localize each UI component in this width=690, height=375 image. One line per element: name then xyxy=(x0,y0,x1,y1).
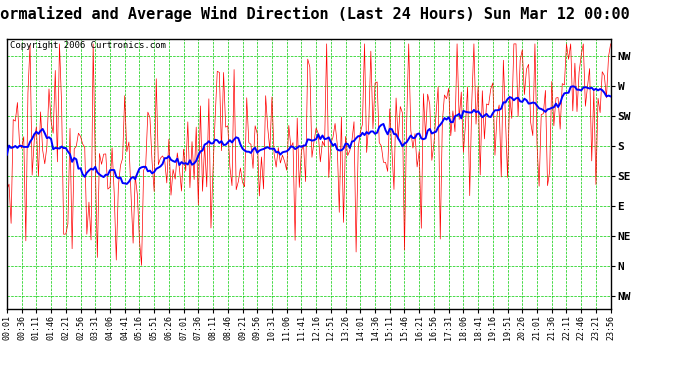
Text: Normalized and Average Wind Direction (Last 24 Hours) Sun Mar 12 00:00: Normalized and Average Wind Direction (L… xyxy=(0,6,630,22)
Text: Copyright 2006 Curtronics.com: Copyright 2006 Curtronics.com xyxy=(10,41,166,50)
